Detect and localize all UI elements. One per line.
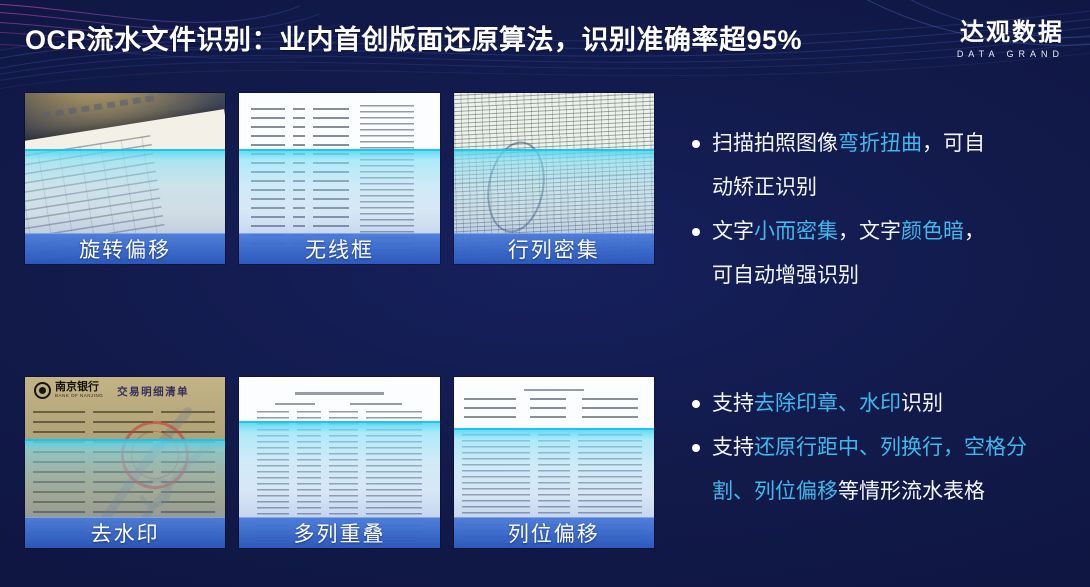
bullet-item: 扫描拍照图像弯折扭曲，可自动矫正识别 [688, 122, 1000, 210]
statement-title: 交易明细清单 [117, 386, 190, 398]
brand-subtitle: DATA GRAND [956, 49, 1064, 59]
sample-card-shift: 列位偏移 [453, 377, 654, 548]
sample-card-overlap: 多列重叠 [239, 377, 440, 548]
card-caption: 去水印 [25, 517, 226, 548]
card-caption: 无线框 [239, 233, 440, 264]
sample-card-noframe: 无线框 [239, 93, 440, 264]
bank-name-en: BANK OF NANJING [55, 393, 104, 399]
sample-card-watermark: 南京银行 BANK OF NANJING 交易明细清单 去水印 [25, 377, 226, 548]
card-caption: 多列重叠 [239, 517, 440, 548]
brand-name: 达观数据 [960, 19, 1064, 46]
bullet-item: 支持还原行距中、列换行，空格分割、列位偏移等情形流水表格 [688, 426, 1060, 514]
bank-name: 南京银行 [55, 381, 99, 394]
page-title: OCR流水文件识别：业内首创版面还原算法，识别准确率超95% [25, 25, 803, 55]
bullet-group-bottom: 支持去除印章、水印识别 支持还原行距中、列换行，空格分割、列位偏移等情形流水表格 [688, 382, 1060, 514]
thumbnail-row-2: 南京银行 BANK OF NANJING 交易明细清单 去水印 [25, 377, 654, 548]
sample-card-rotate: 旋转偏移 [25, 93, 226, 264]
brand-logo: 达观数据 DATA GRAND [957, 12, 1064, 59]
card-caption: 旋转偏移 [25, 233, 226, 264]
bullet-item: 支持去除印章、水印识别 [688, 382, 1060, 426]
bank-header: 南京银行 BANK OF NANJING [34, 382, 103, 399]
sample-card-dense: 行列密集 [453, 93, 654, 264]
bullet-item: 文字小而密集，文字颜色暗，可自动增强识别 [688, 210, 1000, 298]
card-caption: 行列密集 [453, 233, 654, 264]
bullet-group-top: 扫描拍照图像弯折扭曲，可自动矫正识别 文字小而密集，文字颜色暗，可自动增强识别 [688, 122, 1000, 298]
bank-logo-icon [34, 382, 51, 399]
thumbnail-row-1: 旋转偏移 无线框 行列密集 [25, 93, 654, 264]
card-caption: 列位偏移 [453, 517, 654, 548]
